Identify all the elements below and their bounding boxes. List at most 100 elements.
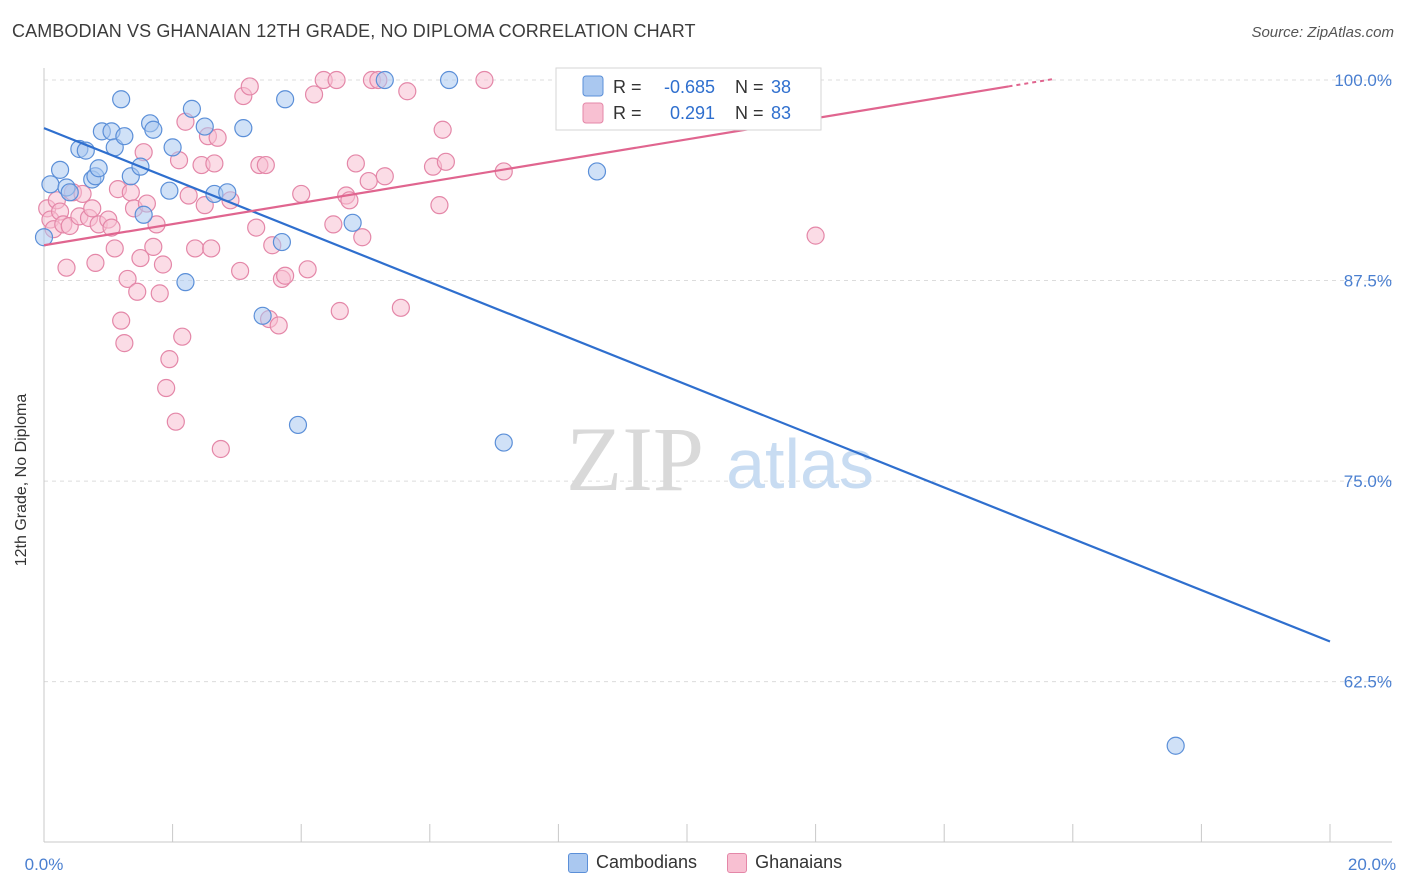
ghanaian-point	[375, 167, 394, 186]
ghanaian-point	[202, 239, 221, 258]
cambodian-point	[50, 160, 70, 179]
ghanaian-point	[304, 85, 324, 104]
ghanaian-point	[186, 239, 205, 258]
ghanaian-point	[436, 152, 455, 171]
ghanaian-point	[118, 269, 137, 289]
ghanaian-point	[57, 258, 76, 277]
cambodian-point	[115, 127, 134, 146]
ghanaian-point	[430, 196, 449, 215]
stats-legend: R = -0.685 N = 38 R = 0.291 N = 83	[555, 67, 822, 131]
legend-swatch-blue	[582, 75, 604, 97]
legend-n-label-2: N =	[735, 103, 764, 123]
legend-r-value-1: -0.685	[664, 77, 715, 97]
legend-swatch-cambodians	[568, 852, 588, 873]
legend-n-value-2: 83	[771, 103, 791, 123]
ghanaian-point	[256, 155, 275, 175]
cambodian-point	[587, 162, 607, 181]
ghanaian-point	[475, 70, 494, 90]
ghanaian-point	[205, 154, 224, 173]
ghanaian-point	[131, 248, 150, 268]
legend-r-value-2: 0.291	[670, 103, 715, 123]
cambodian-point	[195, 117, 214, 136]
ghanaian-point	[433, 120, 452, 139]
cambodian-point	[343, 213, 362, 232]
cambodian-point	[160, 181, 179, 200]
legend-item-cambodians[interactable]: Cambodians	[568, 852, 697, 873]
series-legend: Cambodians Ghanaians	[568, 852, 842, 873]
legend-n-value-1: 38	[771, 77, 791, 97]
axis-layer: 0.0% 20.0%	[25, 68, 1396, 874]
ghanaian-point	[292, 184, 311, 204]
cambodian-point	[89, 159, 108, 178]
legend-swatch-ghanaians	[727, 852, 748, 873]
ghanaian-point	[160, 350, 179, 369]
ghanaian-point	[327, 70, 346, 90]
cambodian-point	[144, 120, 163, 139]
ghanaian-point	[121, 183, 140, 202]
ghanaian-point	[157, 378, 176, 398]
ghanaian-point	[105, 239, 124, 258]
cambodian-point	[272, 232, 292, 252]
cambodian-point	[253, 306, 272, 325]
ghanaian-point	[276, 266, 295, 285]
x-tick-label: 0.0%	[25, 855, 64, 874]
chart-title: CAMBODIAN VS GHANAIAN 12TH GRADE, NO DIP…	[12, 21, 696, 41]
ghanaian-point	[102, 218, 121, 237]
legend-swatch-pink	[582, 102, 604, 124]
cambodian-point	[1166, 736, 1185, 755]
ghanaian-point	[398, 82, 417, 101]
ghanaian-point	[231, 261, 250, 281]
cambodian-point	[134, 205, 153, 224]
grid-layer: 62.5% 75.0% 87.5% 100.0%	[44, 71, 1392, 692]
cambodian-point	[439, 70, 459, 90]
y-tick-label: 87.5%	[1344, 272, 1392, 291]
ghanaian-point	[179, 186, 198, 205]
ghanaian-point	[247, 218, 266, 237]
legend-item-ghanaians[interactable]: Ghanaians	[727, 852, 842, 873]
ghanaian-point	[144, 237, 163, 256]
ghanaian-point	[240, 77, 259, 96]
ghanaian-point	[112, 311, 131, 330]
ghanaian-point	[83, 199, 102, 218]
ghanaian-point	[150, 284, 169, 303]
watermark-atlas: atlas	[726, 425, 874, 503]
ghanaian-point	[391, 298, 410, 317]
ghanaians-trend-line	[43, 85, 1009, 247]
cambodian-point	[41, 175, 60, 194]
y-tick-label: 62.5%	[1344, 673, 1392, 692]
ghanaian-point	[208, 128, 227, 147]
cambodian-point	[34, 228, 54, 247]
ghanaian-point	[359, 171, 378, 191]
ghanaian-point	[211, 439, 230, 459]
legend-r-label-1: R =	[613, 77, 642, 97]
y-tick-label: 75.0%	[1344, 472, 1392, 491]
ghanaians-points	[38, 70, 825, 459]
ghanaian-point	[173, 327, 192, 346]
cambodian-point	[288, 415, 308, 435]
ghanaian-point	[324, 215, 343, 234]
ghanaian-point	[128, 282, 147, 301]
cambodian-point	[163, 138, 182, 157]
cambodian-point	[375, 70, 394, 90]
x-tick-label: 20.0%	[1348, 855, 1396, 874]
cambodian-point	[60, 183, 79, 202]
watermark-zip: ZIP	[566, 408, 704, 510]
cambodian-point	[182, 99, 201, 118]
ghanaian-point	[806, 226, 825, 245]
ghanaian-point	[86, 253, 105, 272]
cambodian-point	[234, 119, 253, 138]
legend-label-cambodians: Cambodians	[596, 852, 698, 872]
ghanaian-point	[353, 228, 372, 247]
ghanaian-point	[346, 154, 365, 173]
trend-lines	[43, 78, 1331, 643]
cambodians-points	[34, 70, 1185, 755]
cambodian-point	[276, 90, 295, 109]
legend-label-ghanaians: Ghanaians	[755, 852, 843, 872]
watermark: ZIP atlas	[566, 408, 874, 510]
y-tick-label: 100.0%	[1334, 71, 1392, 90]
ghanaian-point	[269, 316, 288, 335]
legend-r-label-2: R =	[613, 103, 642, 123]
cambodian-point	[494, 433, 513, 452]
ghanaian-point	[115, 334, 134, 353]
